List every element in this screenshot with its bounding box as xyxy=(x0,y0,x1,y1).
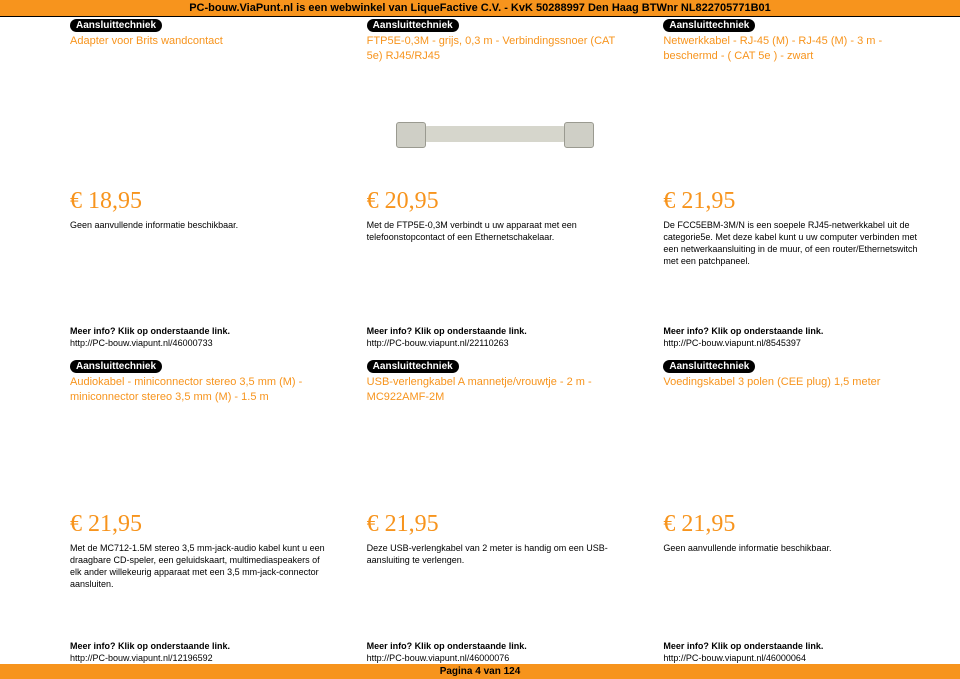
product-card: Aansluittechniek Adapter voor Brits wand… xyxy=(70,19,327,178)
more-info-label: Meer info? Klik op onderstaande link. xyxy=(367,326,624,338)
product-price: € 21,95 xyxy=(70,511,327,538)
row-1-price: € 18,95 Geen aanvullende informatie besc… xyxy=(0,184,960,280)
category-badge: Aansluittechniek xyxy=(367,360,459,373)
product-card: Aansluittechniek Voedingskabel 3 polen (… xyxy=(663,360,920,439)
product-description: Geen aanvullende informatie beschikbaar. xyxy=(70,219,327,279)
product-link[interactable]: http://PC-bouw.viapunt.nl/46000733 xyxy=(70,338,327,350)
product-link[interactable]: http://PC-bouw.viapunt.nl/46000076 xyxy=(367,653,624,665)
more-info-label: Meer info? Klik op onderstaande link. xyxy=(70,326,327,338)
category-badge: Aansluittechniek xyxy=(663,19,755,32)
more-info-label: Meer info? Klik op onderstaande link. xyxy=(70,641,327,653)
product-description: De FCC5EBM-3M/N is een soepele RJ45-netw… xyxy=(663,219,920,279)
more-info-label: Meer info? Klik op onderstaande link. xyxy=(663,641,920,653)
category-badge: Aansluittechniek xyxy=(70,360,162,373)
product-link[interactable]: http://PC-bouw.viapunt.nl/46000064 xyxy=(663,653,920,665)
product-card: Aansluittechniek USB-verlengkabel A mann… xyxy=(367,360,624,439)
product-card: Aansluittechniek FTP5E-0,3M - grijs, 0,3… xyxy=(367,19,624,178)
product-image xyxy=(70,88,327,178)
product-title: USB-verlengkabel A mannetje/vrouwtje - 2… xyxy=(367,375,624,433)
category-badge: Aansluittechniek xyxy=(70,19,162,32)
product-link[interactable]: http://PC-bouw.viapunt.nl/8545397 xyxy=(663,338,920,350)
product-price: € 21,95 xyxy=(663,188,920,215)
cable-icon xyxy=(390,98,600,168)
category-badge: Aansluittechniek xyxy=(663,360,755,373)
product-price: € 21,95 xyxy=(367,511,624,538)
product-card: Aansluittechniek Netwerkkabel - RJ-45 (M… xyxy=(663,19,920,178)
product-image xyxy=(663,88,920,178)
product-title: FTP5E-0,3M - grijs, 0,3 m - Verbindingss… xyxy=(367,34,624,82)
product-title: Audiokabel - miniconnector stereo 3,5 mm… xyxy=(70,375,327,433)
row-2-price: € 21,95 Met de MC712-1.5M stereo 3,5 mm-… xyxy=(0,507,960,603)
product-image xyxy=(367,88,624,178)
category-badge: Aansluittechniek xyxy=(367,19,459,32)
product-title: Netwerkkabel - RJ-45 (M) - RJ-45 (M) - 3… xyxy=(663,34,920,82)
product-price: € 18,95 xyxy=(70,188,327,215)
product-card: Aansluittechniek Audiokabel - miniconnec… xyxy=(70,360,327,439)
product-title: Adapter voor Brits wandcontact xyxy=(70,34,327,82)
product-description: Met de MC712-1.5M stereo 3,5 mm-jack-aud… xyxy=(70,542,327,602)
row-1-head: Aansluittechniek Adapter voor Brits wand… xyxy=(0,19,960,178)
product-price: € 21,95 xyxy=(663,511,920,538)
page-footer: Pagina 4 van 124 xyxy=(0,664,960,679)
page-header: PC-bouw.ViaPunt.nl is een webwinkel van … xyxy=(0,0,960,17)
row-1-more: Meer info? Klik op onderstaande link. ht… xyxy=(0,326,960,358)
product-description: Geen aanvullende informatie beschikbaar. xyxy=(663,542,920,602)
row-2-head: Aansluittechniek Audiokabel - miniconnec… xyxy=(0,360,960,439)
product-title: Voedingskabel 3 polen (CEE plug) 1,5 met… xyxy=(663,375,920,433)
product-description: Deze USB-verlengkabel van 2 meter is han… xyxy=(367,542,624,602)
product-link[interactable]: http://PC-bouw.viapunt.nl/12196592 xyxy=(70,653,327,665)
product-link[interactable]: http://PC-bouw.viapunt.nl/22110263 xyxy=(367,338,624,350)
product-description: Met de FTP5E-0,3M verbindt u uw apparaat… xyxy=(367,219,624,279)
more-info-label: Meer info? Klik op onderstaande link. xyxy=(663,326,920,338)
product-price: € 20,95 xyxy=(367,188,624,215)
more-info-label: Meer info? Klik op onderstaande link. xyxy=(367,641,624,653)
